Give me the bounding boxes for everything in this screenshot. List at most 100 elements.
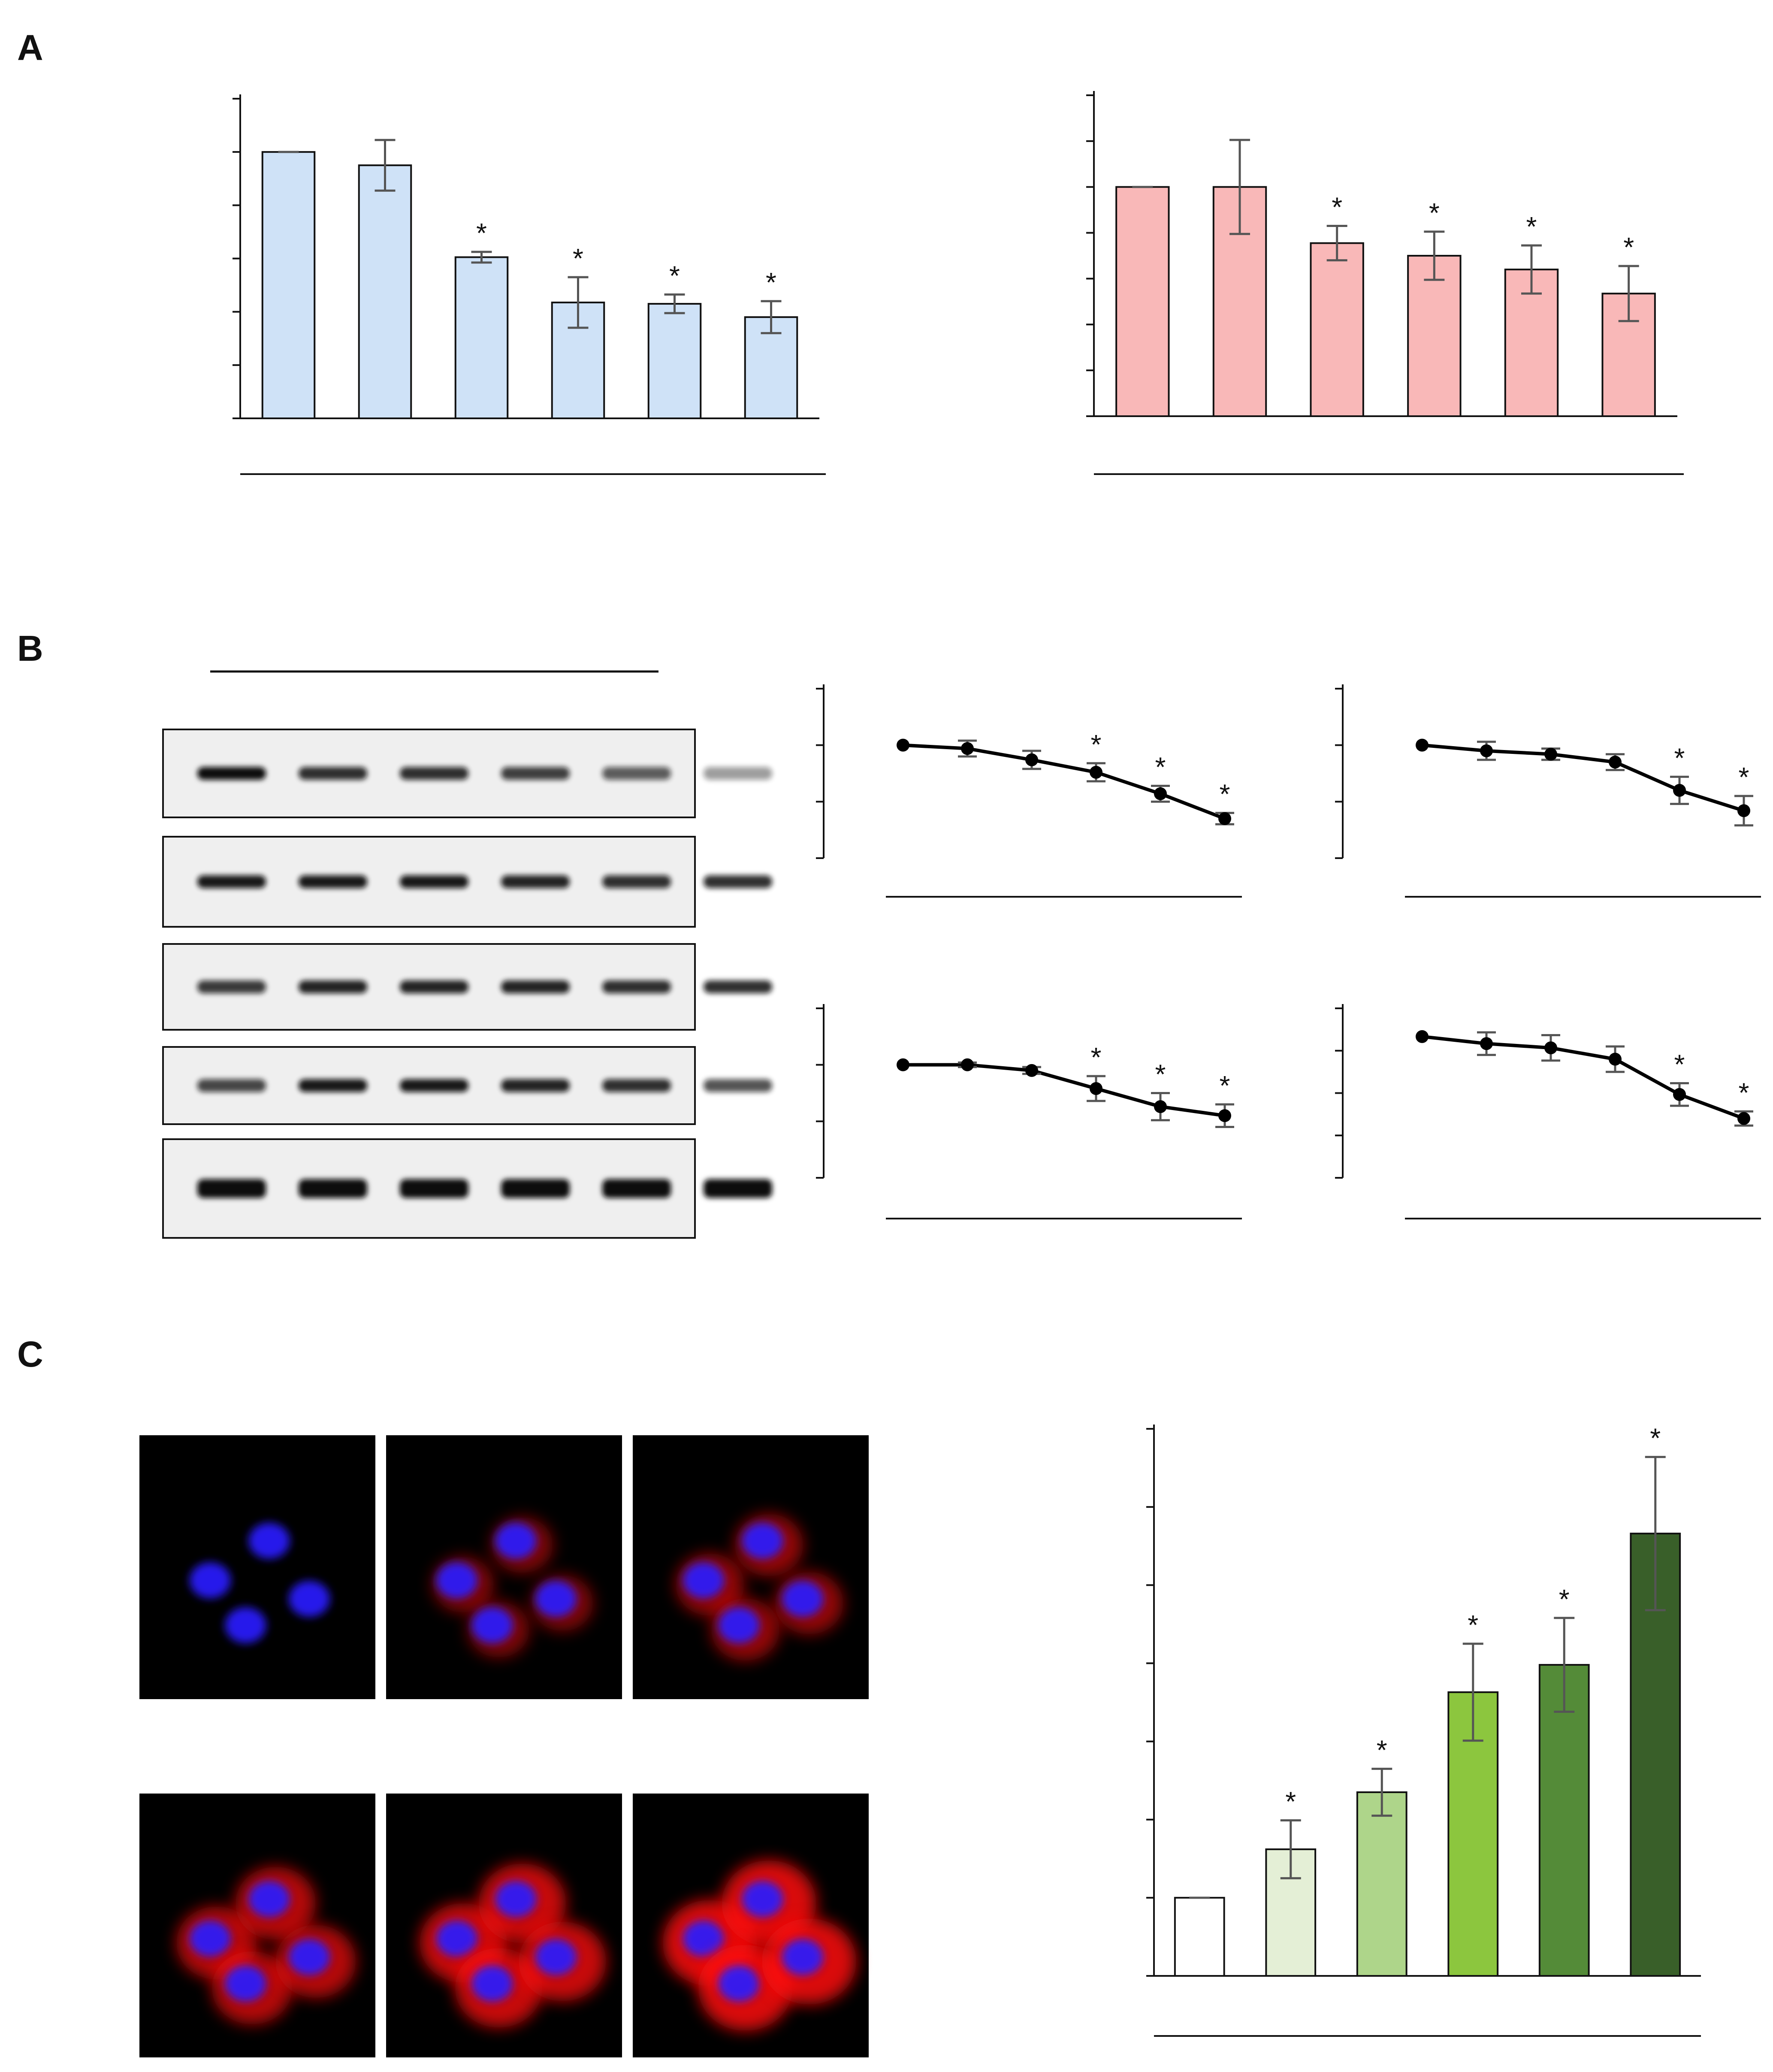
bar <box>1356 1791 1408 1977</box>
bar <box>358 164 412 420</box>
chart-gpx-mrna: * * * * <box>1086 91 1684 475</box>
significance-star: * <box>1429 197 1440 228</box>
data-point <box>1609 756 1622 769</box>
blot-band <box>299 980 367 993</box>
blot-band <box>501 767 570 780</box>
data-point <box>1480 1037 1493 1050</box>
micrograph-image <box>139 1435 375 1699</box>
series-line <box>1422 1034 1745 1120</box>
blot-band <box>602 1179 671 1198</box>
nucleus <box>248 1523 290 1559</box>
data-point <box>897 738 909 752</box>
bar <box>1174 1897 1225 1977</box>
nucleus <box>436 1921 477 1957</box>
blot-band <box>197 1079 266 1092</box>
blot-band <box>299 767 367 780</box>
data-point <box>1544 747 1557 761</box>
panel-label-a: A <box>17 27 43 68</box>
data-point <box>1218 812 1231 825</box>
bar <box>1407 255 1462 417</box>
nucleus <box>782 1581 823 1617</box>
data-point <box>1025 1064 1038 1077</box>
blot-band <box>501 875 570 888</box>
series-line <box>903 1063 1225 1118</box>
nucleus <box>495 1881 537 1917</box>
chart-sod2-density: ** <box>1335 684 1761 898</box>
nucleus <box>190 1562 231 1599</box>
nucleus <box>225 1607 266 1643</box>
significance-star: * <box>1739 1077 1749 1108</box>
blot-band <box>602 875 671 888</box>
data-point <box>1673 1088 1686 1101</box>
nucleus <box>718 1607 760 1643</box>
blot-band <box>704 767 772 780</box>
chart-mitosox-intensity: * * * * * <box>1146 1423 1701 2037</box>
blot-band <box>197 980 266 993</box>
data-point <box>1609 1053 1622 1066</box>
significance-star: * <box>766 267 776 298</box>
significance-star: * <box>1332 192 1342 223</box>
significance-star: * <box>1674 742 1685 773</box>
data-point <box>1416 1030 1429 1043</box>
blot-band <box>602 1079 671 1092</box>
blot-band <box>501 1179 570 1198</box>
significance-star: * <box>1220 1070 1230 1101</box>
chart-sod2-mrna: * * * * <box>233 94 826 475</box>
data-point <box>1090 1082 1102 1095</box>
significance-star: * <box>1091 1042 1102 1073</box>
blot-band <box>602 980 671 993</box>
data-point <box>1416 738 1429 752</box>
nucleus <box>718 1965 760 2002</box>
significance-star: * <box>1377 1734 1387 1765</box>
blot-band <box>704 980 772 993</box>
significance-star: * <box>1674 1049 1685 1080</box>
panel-label-c: C <box>17 1334 43 1374</box>
nucleus <box>782 1939 823 1975</box>
nucleus <box>535 1939 577 1975</box>
significance-star: * <box>1559 1584 1570 1615</box>
nucleus <box>248 1881 290 1917</box>
nucleus <box>683 1562 724 1599</box>
blot-band <box>501 980 570 993</box>
blot-band <box>602 767 671 780</box>
nucleus <box>683 1921 724 1957</box>
data-point <box>1025 753 1038 766</box>
blot-band <box>197 875 266 888</box>
blot-band <box>704 1079 772 1092</box>
significance-star: * <box>1623 232 1634 263</box>
series-line <box>903 743 1226 820</box>
nucleus <box>495 1523 537 1559</box>
blot-band <box>704 875 772 888</box>
nucleus <box>471 1965 513 2002</box>
significance-star: * <box>1155 751 1166 782</box>
data-point <box>961 1058 974 1071</box>
blot-band <box>400 767 468 780</box>
significance-star: * <box>1091 729 1102 760</box>
data-point <box>1154 787 1167 800</box>
western-blot <box>162 670 772 1239</box>
bar <box>261 151 316 419</box>
panel-label-b: B <box>17 628 43 668</box>
micrograph-grid <box>139 1435 869 2057</box>
data-point <box>897 1058 909 1071</box>
significance-star: * <box>1155 1059 1166 1090</box>
significance-star: * <box>669 260 680 291</box>
blot-band <box>704 1179 772 1198</box>
significance-star: * <box>573 243 583 274</box>
nucleus <box>289 1581 330 1617</box>
data-point <box>1218 1109 1231 1122</box>
data-point <box>1673 784 1686 797</box>
data-point <box>1737 1112 1750 1125</box>
blot-band <box>299 875 367 888</box>
blot-band <box>299 1179 367 1198</box>
significance-star: * <box>1526 211 1537 242</box>
blot-band <box>197 1179 266 1198</box>
blot-band <box>501 1079 570 1092</box>
blot-band <box>400 980 468 993</box>
blot-band <box>400 1179 468 1198</box>
significance-star: * <box>1650 1423 1661 1454</box>
bar <box>1115 186 1170 417</box>
significance-star: * <box>1739 762 1749 793</box>
bar <box>1310 242 1364 417</box>
